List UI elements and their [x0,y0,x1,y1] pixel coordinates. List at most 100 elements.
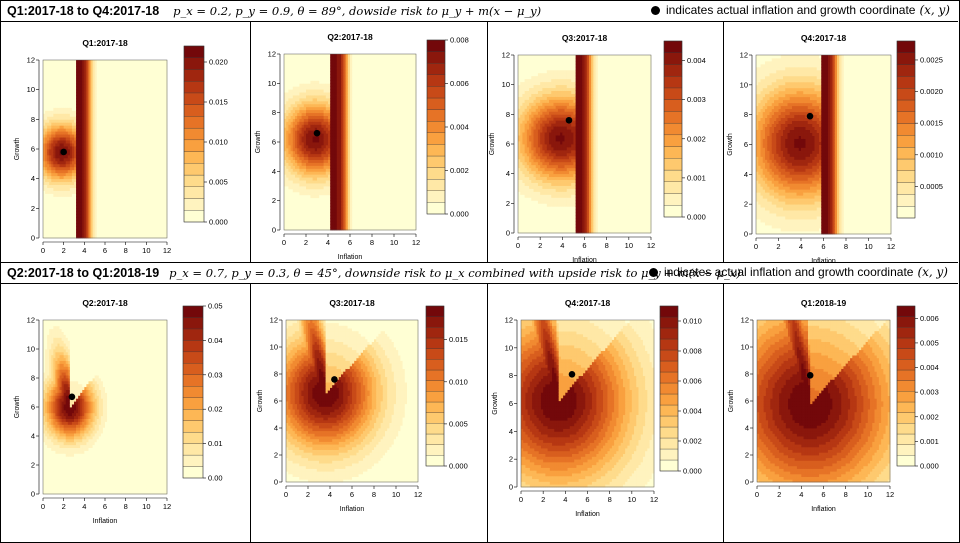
heatmap-cell [303,191,307,196]
heatmap-cell [98,199,102,203]
heatmap-cell [310,142,313,146]
heatmap-cell [292,115,296,119]
heatmap-cell [115,220,118,224]
heatmap-cell [51,140,54,144]
heatmap-cell [148,193,151,197]
heatmap-cell [299,153,302,158]
heatmap-cell [144,196,147,200]
heatmap-cell [154,202,158,206]
heatmap-cell [82,86,85,91]
heatmap-cell [113,196,116,200]
heatmap-cell [105,110,108,114]
heatmap-cell [144,107,147,111]
heatmap-cell [299,174,302,178]
heatmap-cell [84,223,87,227]
heatmap-cell [115,71,118,76]
heatmap-cell [61,116,65,120]
heatmap-cell [98,134,102,138]
heatmap-cell [125,128,129,132]
heatmap-cell [164,211,168,215]
heatmap-cell [164,62,168,67]
heatmap-cell [152,151,155,156]
heatmap-cell [152,60,155,64]
heatmap-cell [100,163,104,168]
heatmap-cell [55,119,58,123]
heatmap-cell [123,137,127,141]
heatmap-cell [156,60,160,64]
heatmap-cell [314,92,318,96]
heatmap-cell [115,190,118,194]
heatmap-cell [148,110,151,114]
heatmap-cell [76,134,79,138]
heatmap-cell [80,134,83,138]
heatmap-cell [47,140,50,144]
heatmap-cell [86,116,89,120]
heatmap-cell [53,199,56,203]
heatmap-cell [319,71,322,75]
heatmap-cell [51,149,54,153]
heatmap-cell [160,232,164,236]
heatmap-cell [306,74,309,78]
heatmap-cell [299,112,302,116]
heatmap-cell [43,143,46,147]
heatmap-cell [125,71,129,76]
heatmap-cell [45,220,48,224]
heatmap-cell [105,146,108,150]
heatmap-cell [310,180,313,184]
heatmap-cell [55,235,58,239]
heatmap-cell [321,191,324,196]
heatmap-cell [301,174,305,178]
heatmap-cell [142,166,145,171]
heatmap-cell [78,89,81,94]
heatmap-cell [140,211,143,215]
heatmap-cell [284,144,287,149]
heatmap-cell [301,74,305,78]
heatmap-cell [162,208,166,212]
heatmap-cell [59,113,62,117]
heatmap-cell [84,134,87,138]
heatmap-cell [156,172,160,177]
heatmap-cell [142,101,145,105]
heatmap-cell [51,83,54,88]
heatmap-cell [102,199,106,203]
heatmap-cell [47,116,50,120]
heatmap-cell [88,146,91,150]
heatmap-cell [325,80,329,84]
heatmap-cell [158,184,162,188]
heatmap-cell [131,208,135,212]
heatmap-cell [131,98,135,102]
heatmap-cell [319,89,322,93]
heatmap-cell [98,235,102,239]
heatmap-cell [53,193,56,197]
heatmap-cell [69,208,73,212]
heatmap-cell [160,196,164,200]
heatmap-cell [100,95,104,99]
heatmap-cell [115,178,118,183]
heatmap-cell [142,217,145,221]
heatmap-cell [306,130,309,134]
heatmap-cell [154,208,158,212]
heatmap-cell [109,202,112,206]
heatmap-cell [301,83,305,87]
heatmap-cell [306,59,309,64]
heatmap-cell [90,232,93,236]
heatmap-cell [109,89,112,94]
heatmap-cell [142,199,145,203]
heatmap-cell [92,149,96,153]
heatmap-cell [117,107,120,111]
heatmap-cell [117,134,120,138]
heatmap-cell [53,110,56,114]
heatmap-cell [142,143,145,147]
heatmap-cell [74,169,77,174]
heatmap-cell [47,172,50,177]
heatmap-cell [117,166,120,171]
heatmap-cell [45,86,48,91]
heatmap-cell [301,177,305,181]
heatmap-cell [121,146,124,150]
heatmap-cell [125,149,129,153]
heatmap-cell [312,191,316,196]
heatmap-cell [286,177,289,181]
heatmap-cell [119,196,122,200]
heatmap-cell [127,65,131,70]
heatmap-cell [330,206,333,210]
